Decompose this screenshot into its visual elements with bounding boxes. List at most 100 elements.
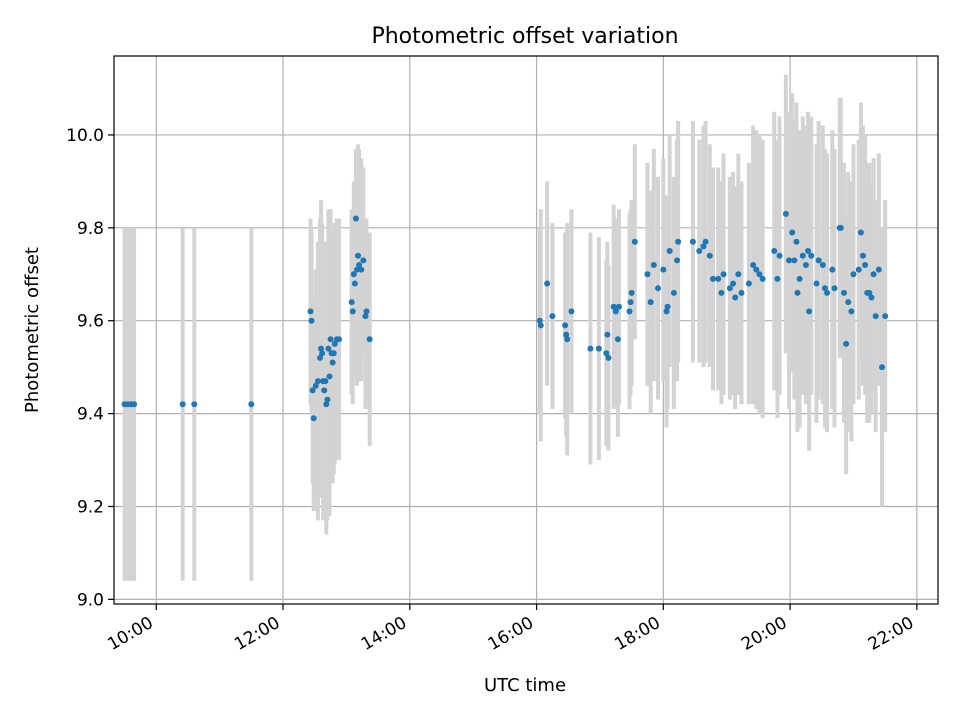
data-point-103 bbox=[796, 275, 803, 282]
data-point-121 bbox=[848, 308, 855, 315]
data-point-72 bbox=[670, 289, 677, 296]
data-point-32 bbox=[350, 271, 357, 278]
data-point-43 bbox=[536, 317, 543, 324]
data-point-117 bbox=[837, 224, 844, 231]
data-point-61 bbox=[627, 299, 634, 306]
data-point-58 bbox=[614, 336, 621, 343]
data-point-79 bbox=[706, 252, 713, 259]
data-point-8 bbox=[308, 317, 315, 324]
data-point-64 bbox=[644, 271, 651, 278]
data-point-129 bbox=[868, 294, 875, 301]
data-point-133 bbox=[879, 364, 886, 371]
data-point-113 bbox=[824, 289, 831, 296]
data-point-46 bbox=[549, 313, 556, 320]
data-point-62 bbox=[628, 289, 635, 296]
data-point-55 bbox=[605, 354, 612, 361]
data-point-22 bbox=[326, 373, 333, 380]
data-point-106 bbox=[805, 248, 812, 255]
data-point-48 bbox=[563, 331, 570, 338]
data-point-87 bbox=[735, 271, 742, 278]
data-point-134 bbox=[882, 313, 889, 320]
y-tick-label-5: 10.0 bbox=[66, 126, 104, 146]
data-point-71 bbox=[666, 248, 673, 255]
data-point-13 bbox=[317, 354, 323, 361]
data-point-84 bbox=[726, 285, 733, 292]
data-point-115 bbox=[831, 285, 838, 292]
data-point-128 bbox=[866, 289, 873, 296]
data-point-90 bbox=[750, 261, 757, 268]
data-point-40 bbox=[362, 313, 369, 320]
data-point-96 bbox=[776, 252, 783, 259]
data-point-112 bbox=[821, 285, 828, 292]
data-point-76 bbox=[696, 248, 703, 255]
data-point-131 bbox=[872, 313, 879, 320]
plot-frame bbox=[113, 55, 939, 605]
data-point-122 bbox=[850, 271, 857, 278]
data-point-39 bbox=[360, 257, 367, 264]
data-point-132 bbox=[875, 266, 882, 273]
data-point-51 bbox=[587, 345, 594, 352]
data-point-92 bbox=[756, 271, 763, 278]
data-point-109 bbox=[813, 280, 820, 287]
data-point-17 bbox=[321, 387, 328, 394]
data-point-65 bbox=[647, 299, 654, 306]
data-point-85 bbox=[730, 280, 737, 287]
data-point-4 bbox=[179, 401, 186, 408]
data-point-75 bbox=[689, 238, 696, 245]
data-point-56 bbox=[610, 303, 617, 310]
y-tick-label-4: 9.8 bbox=[77, 219, 104, 239]
data-point-37 bbox=[356, 261, 363, 268]
data-point-130 bbox=[870, 271, 877, 278]
data-point-89 bbox=[745, 280, 752, 287]
data-point-29 bbox=[336, 336, 343, 343]
data-point-54 bbox=[604, 331, 611, 338]
y-axis-ticks: 9.0 9.2 9.4 9.6 9.8 10.0 bbox=[66, 126, 114, 610]
data-point-69 bbox=[663, 308, 670, 315]
data-point-15 bbox=[319, 350, 326, 357]
data-point-21 bbox=[325, 345, 332, 352]
data-point-20 bbox=[324, 396, 331, 403]
data-point-35 bbox=[353, 266, 360, 273]
data-point-97 bbox=[782, 210, 789, 217]
data-point-19 bbox=[323, 401, 330, 408]
data-point-114 bbox=[829, 266, 836, 273]
data-point-26 bbox=[330, 350, 337, 357]
y-tick-label-2: 9.4 bbox=[77, 405, 104, 425]
data-point-60 bbox=[626, 308, 633, 315]
data-point-102 bbox=[794, 289, 801, 296]
chart-title: Photometric offset variation bbox=[371, 24, 678, 49]
data-point-9 bbox=[309, 387, 316, 394]
data-point-73 bbox=[674, 257, 681, 264]
data-point-119 bbox=[843, 340, 850, 347]
data-point-3 bbox=[131, 401, 138, 408]
data-point-45 bbox=[544, 280, 551, 287]
data-point-74 bbox=[675, 238, 682, 245]
data-point-41 bbox=[363, 308, 370, 315]
data-point-91 bbox=[753, 266, 760, 273]
data-point-36 bbox=[355, 252, 362, 259]
data-point-49 bbox=[564, 336, 571, 343]
data-point-66 bbox=[650, 261, 657, 268]
data-point-14 bbox=[318, 345, 325, 352]
data-point-88 bbox=[738, 289, 745, 296]
data-point-10 bbox=[310, 415, 317, 422]
y-tick-label-0: 9.0 bbox=[77, 590, 104, 610]
data-point-81 bbox=[715, 275, 722, 282]
data-point-50 bbox=[568, 308, 575, 315]
data-point-98 bbox=[786, 257, 793, 264]
data-point-44 bbox=[537, 322, 544, 329]
data-point-104 bbox=[799, 252, 806, 259]
data-point-31 bbox=[349, 308, 356, 315]
data-point-118 bbox=[840, 289, 847, 296]
data-point-82 bbox=[718, 289, 725, 296]
data-point-52 bbox=[595, 345, 602, 352]
data-point-99 bbox=[789, 229, 796, 236]
data-point-94 bbox=[771, 248, 778, 255]
data-point-38 bbox=[358, 266, 365, 273]
data-point-101 bbox=[793, 238, 800, 245]
data-point-95 bbox=[774, 275, 781, 282]
data-point-18 bbox=[322, 378, 329, 385]
data-point-23 bbox=[327, 336, 334, 343]
data-point-47 bbox=[562, 322, 569, 329]
data-point-57 bbox=[612, 308, 619, 315]
